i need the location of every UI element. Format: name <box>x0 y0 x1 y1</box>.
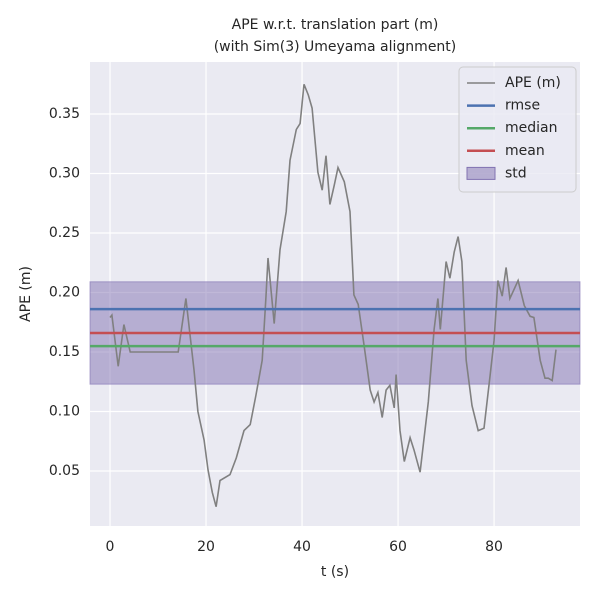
y-tick-label: 0.20 <box>49 285 80 301</box>
y-axis-label: APE (m) <box>18 266 34 322</box>
legend-label: std <box>505 165 527 181</box>
legend-label: APE (m) <box>505 75 561 91</box>
y-tick-label: 0.15 <box>49 344 80 360</box>
y-tick-label: 0.05 <box>49 463 80 479</box>
chart-title: APE w.r.t. translation part (m) <box>232 17 439 33</box>
x-tick-label: 20 <box>197 539 215 555</box>
y-tick-label: 0.25 <box>49 225 80 241</box>
legend-label: mean <box>505 143 545 159</box>
legend-swatch <box>466 166 496 180</box>
x-tick-label: 40 <box>293 539 311 555</box>
y-tick-label: 0.10 <box>49 404 80 420</box>
x-axis-label: t (s) <box>321 564 349 580</box>
y-tick-label: 0.35 <box>49 106 80 122</box>
x-tick-label: 80 <box>485 539 503 555</box>
legend-label: median <box>505 120 557 136</box>
x-tick-label: 0 <box>106 539 115 555</box>
legend-label: rmse <box>505 98 540 114</box>
x-tick-label: 60 <box>389 539 407 555</box>
legend-box <box>458 66 577 193</box>
y-tick-label: 0.30 <box>49 166 80 182</box>
chart-subtitle: (with Sim(3) Umeyama alignment) <box>214 39 457 55</box>
